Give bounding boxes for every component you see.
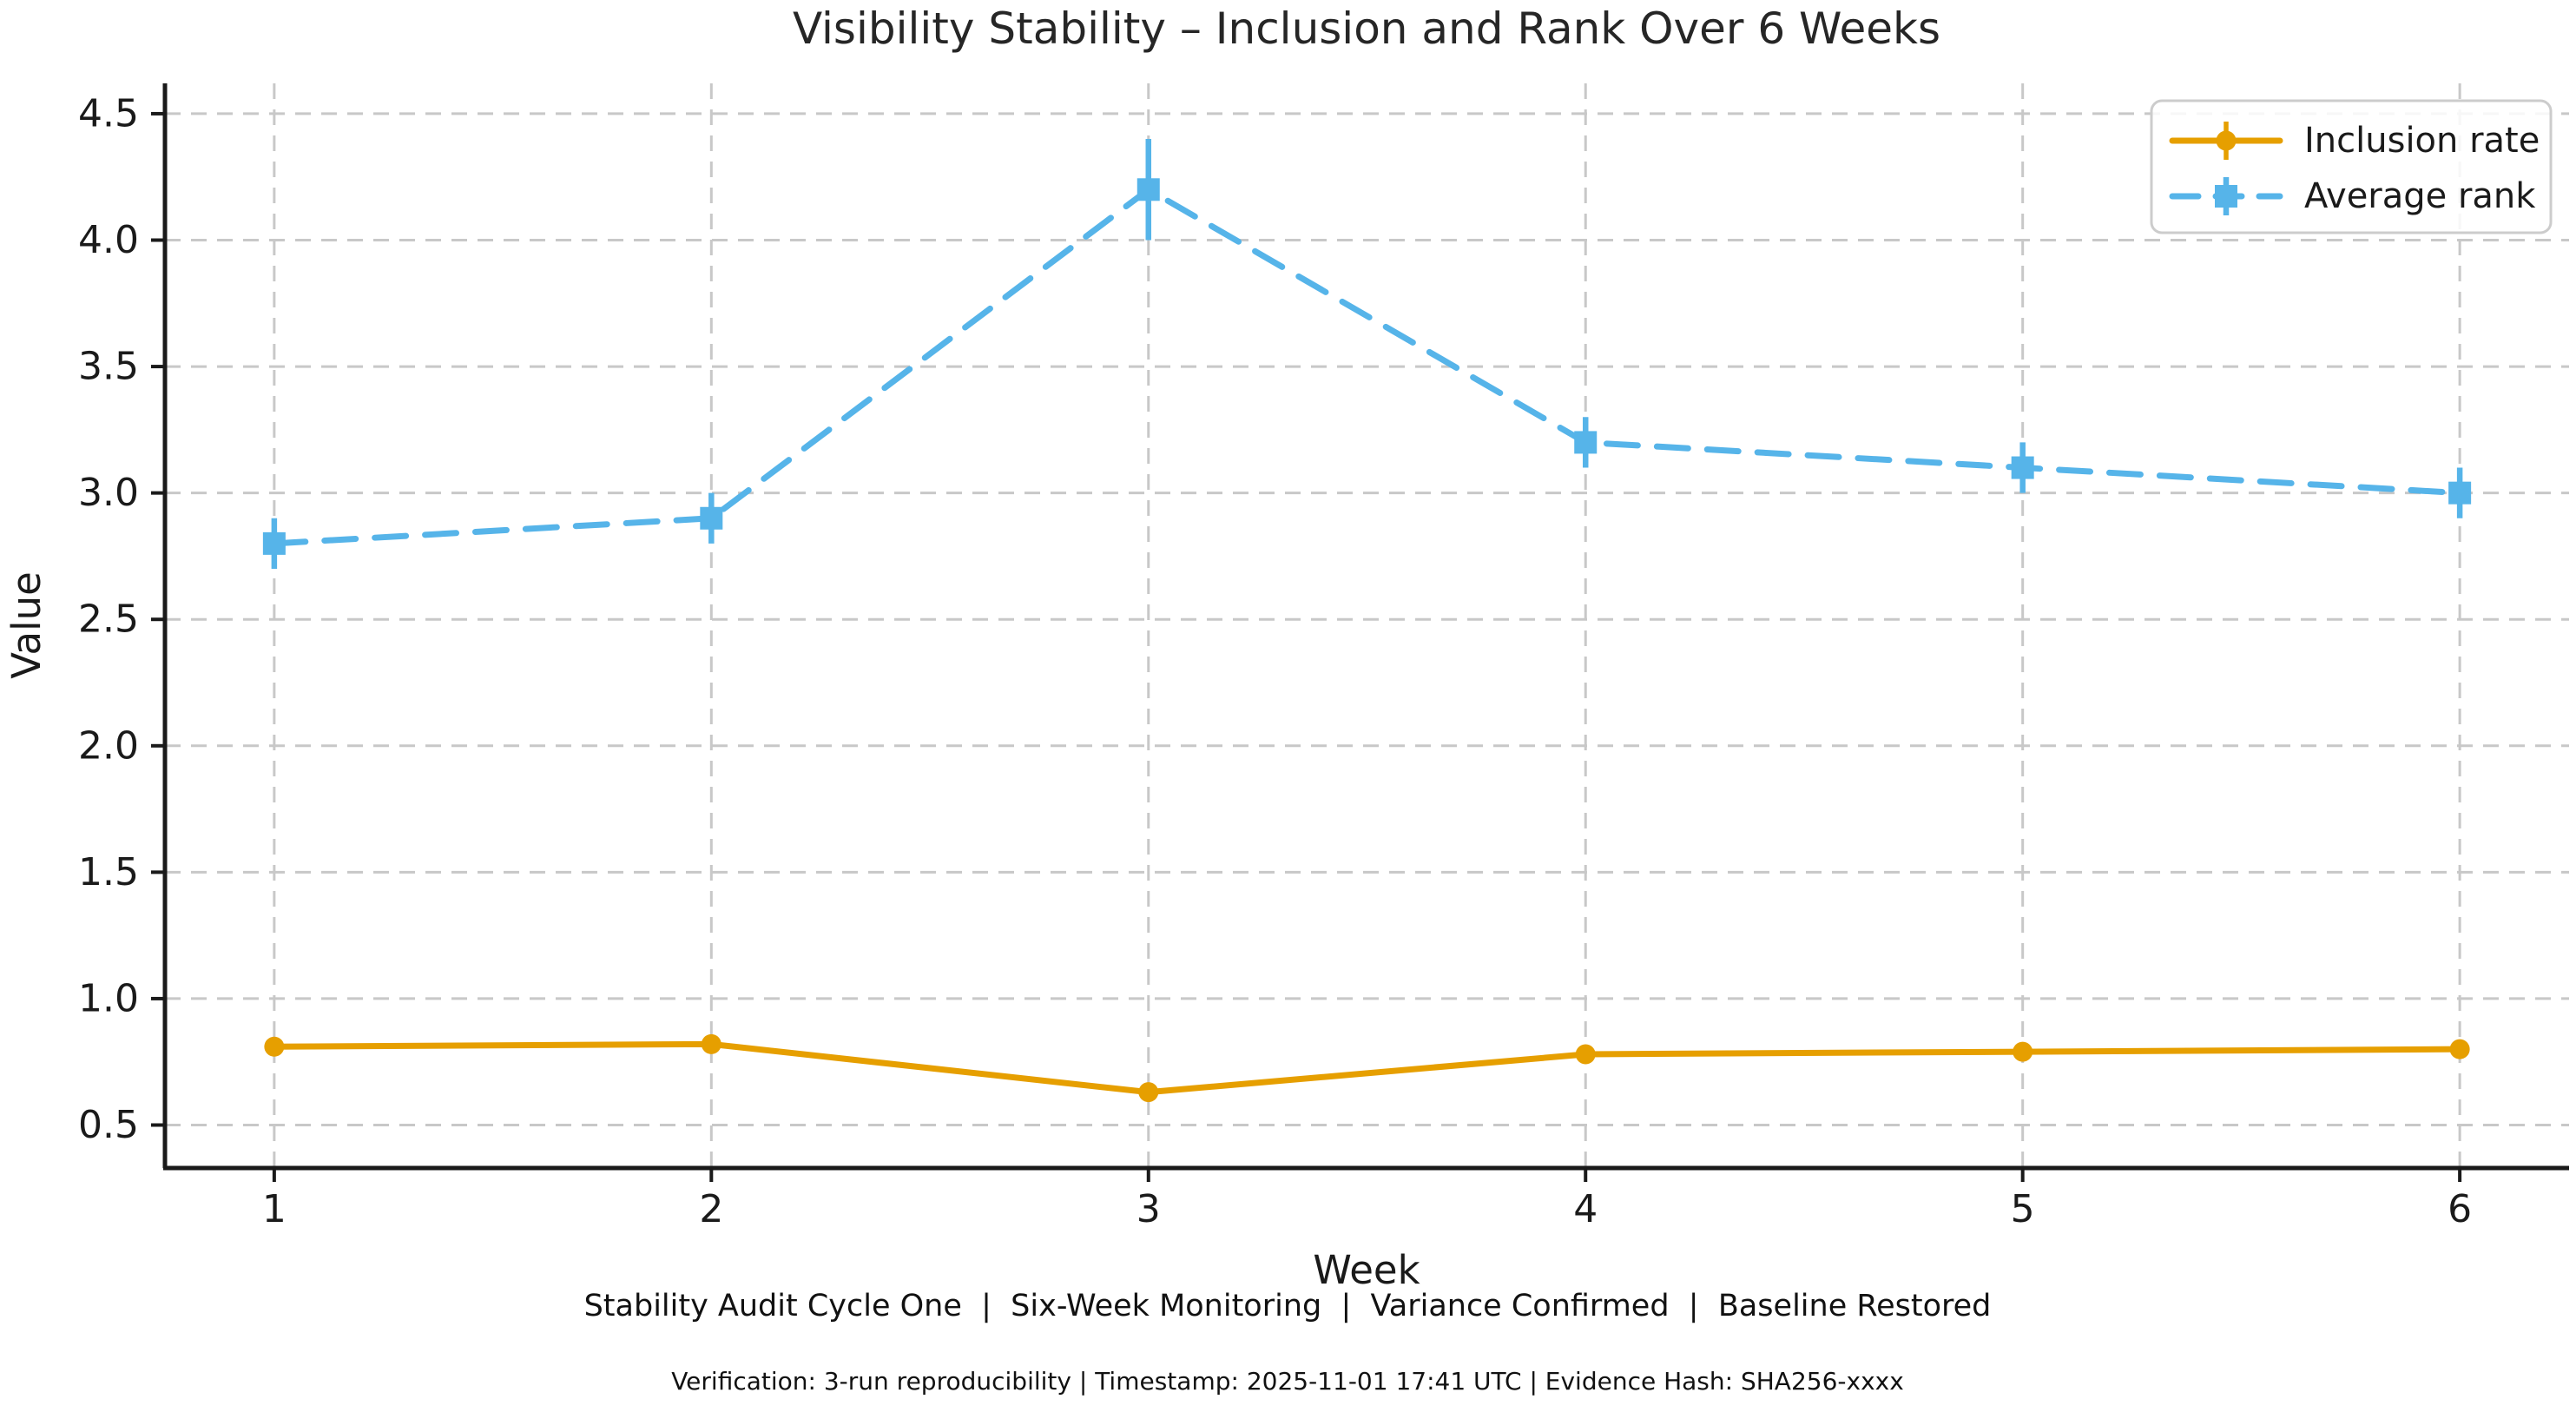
legend-label: Inclusion rate <box>2304 121 2540 161</box>
y-tick-label: 1.5 <box>78 850 139 894</box>
data-point-marker <box>264 1036 285 1057</box>
data-point-marker <box>1575 1044 1596 1065</box>
y-tick-label: 3.5 <box>78 345 139 389</box>
data-point-marker <box>2448 481 2472 505</box>
x-tick-label: 3 <box>1136 1187 1161 1231</box>
series-line <box>271 1040 2463 1096</box>
legend-entry-average-rank: Average rank <box>2169 176 2536 216</box>
grid-layer <box>165 83 2569 1168</box>
x-axis-label: Week <box>1313 1247 1420 1293</box>
legend-sample-marker <box>2215 185 2237 208</box>
footnote: Stability Audit Cycle One | Six-Week Mon… <box>584 1289 1992 1323</box>
data-point-marker <box>2013 1041 2033 1062</box>
x-tick-label: 6 <box>2448 1187 2472 1231</box>
x-tick-label: 5 <box>2011 1187 2035 1231</box>
x-tick-label: 2 <box>699 1187 723 1231</box>
data-point-marker <box>700 506 723 530</box>
legend-box <box>2150 99 2553 234</box>
data-point-marker <box>1138 1082 1159 1103</box>
y-tick-label: 0.5 <box>78 1103 139 1147</box>
series-layer <box>262 139 2472 1103</box>
x-tick-label: 4 <box>1573 1187 1598 1231</box>
y-tick-label: 4.0 <box>78 218 139 262</box>
series-inclusion-rate <box>264 1033 2470 1103</box>
legend-layer: Inclusion rate Average rank <box>2150 99 2553 234</box>
legend-entry-inclusion-rate: Inclusion rate <box>2169 121 2540 161</box>
series-average-rank <box>262 139 2472 569</box>
data-point-marker <box>2449 1039 2470 1059</box>
data-point-marker <box>262 531 286 555</box>
data-point-marker <box>1136 178 1160 201</box>
chart-title: Visibility Stability – Inclusion and Ran… <box>793 3 1940 54</box>
x-tick-label: 1 <box>262 1187 287 1231</box>
data-point-marker <box>701 1033 721 1054</box>
y-tick-label: 1.0 <box>78 976 139 1020</box>
legend-label: Average rank <box>2304 176 2536 216</box>
y-tick-label: 3.0 <box>78 471 139 515</box>
y-axis-label: Value <box>3 571 49 679</box>
data-point-marker <box>1574 431 1598 454</box>
axes-layer: 0.5 1.0 1.5 2.0 2.5 3.0 3.5 4.0 4.5 1 2 3 4 5 6 <box>78 83 2569 1231</box>
data-point-marker <box>2011 456 2034 479</box>
y-tick-label: 2.0 <box>78 723 139 768</box>
verification-line: Verification: 3-run reproducibility | Ti… <box>671 1367 1904 1396</box>
y-tick-label: 4.5 <box>78 91 139 135</box>
legend-sample-marker <box>2216 130 2237 151</box>
series-line <box>271 186 2463 547</box>
y-tick-label: 2.5 <box>78 597 139 642</box>
